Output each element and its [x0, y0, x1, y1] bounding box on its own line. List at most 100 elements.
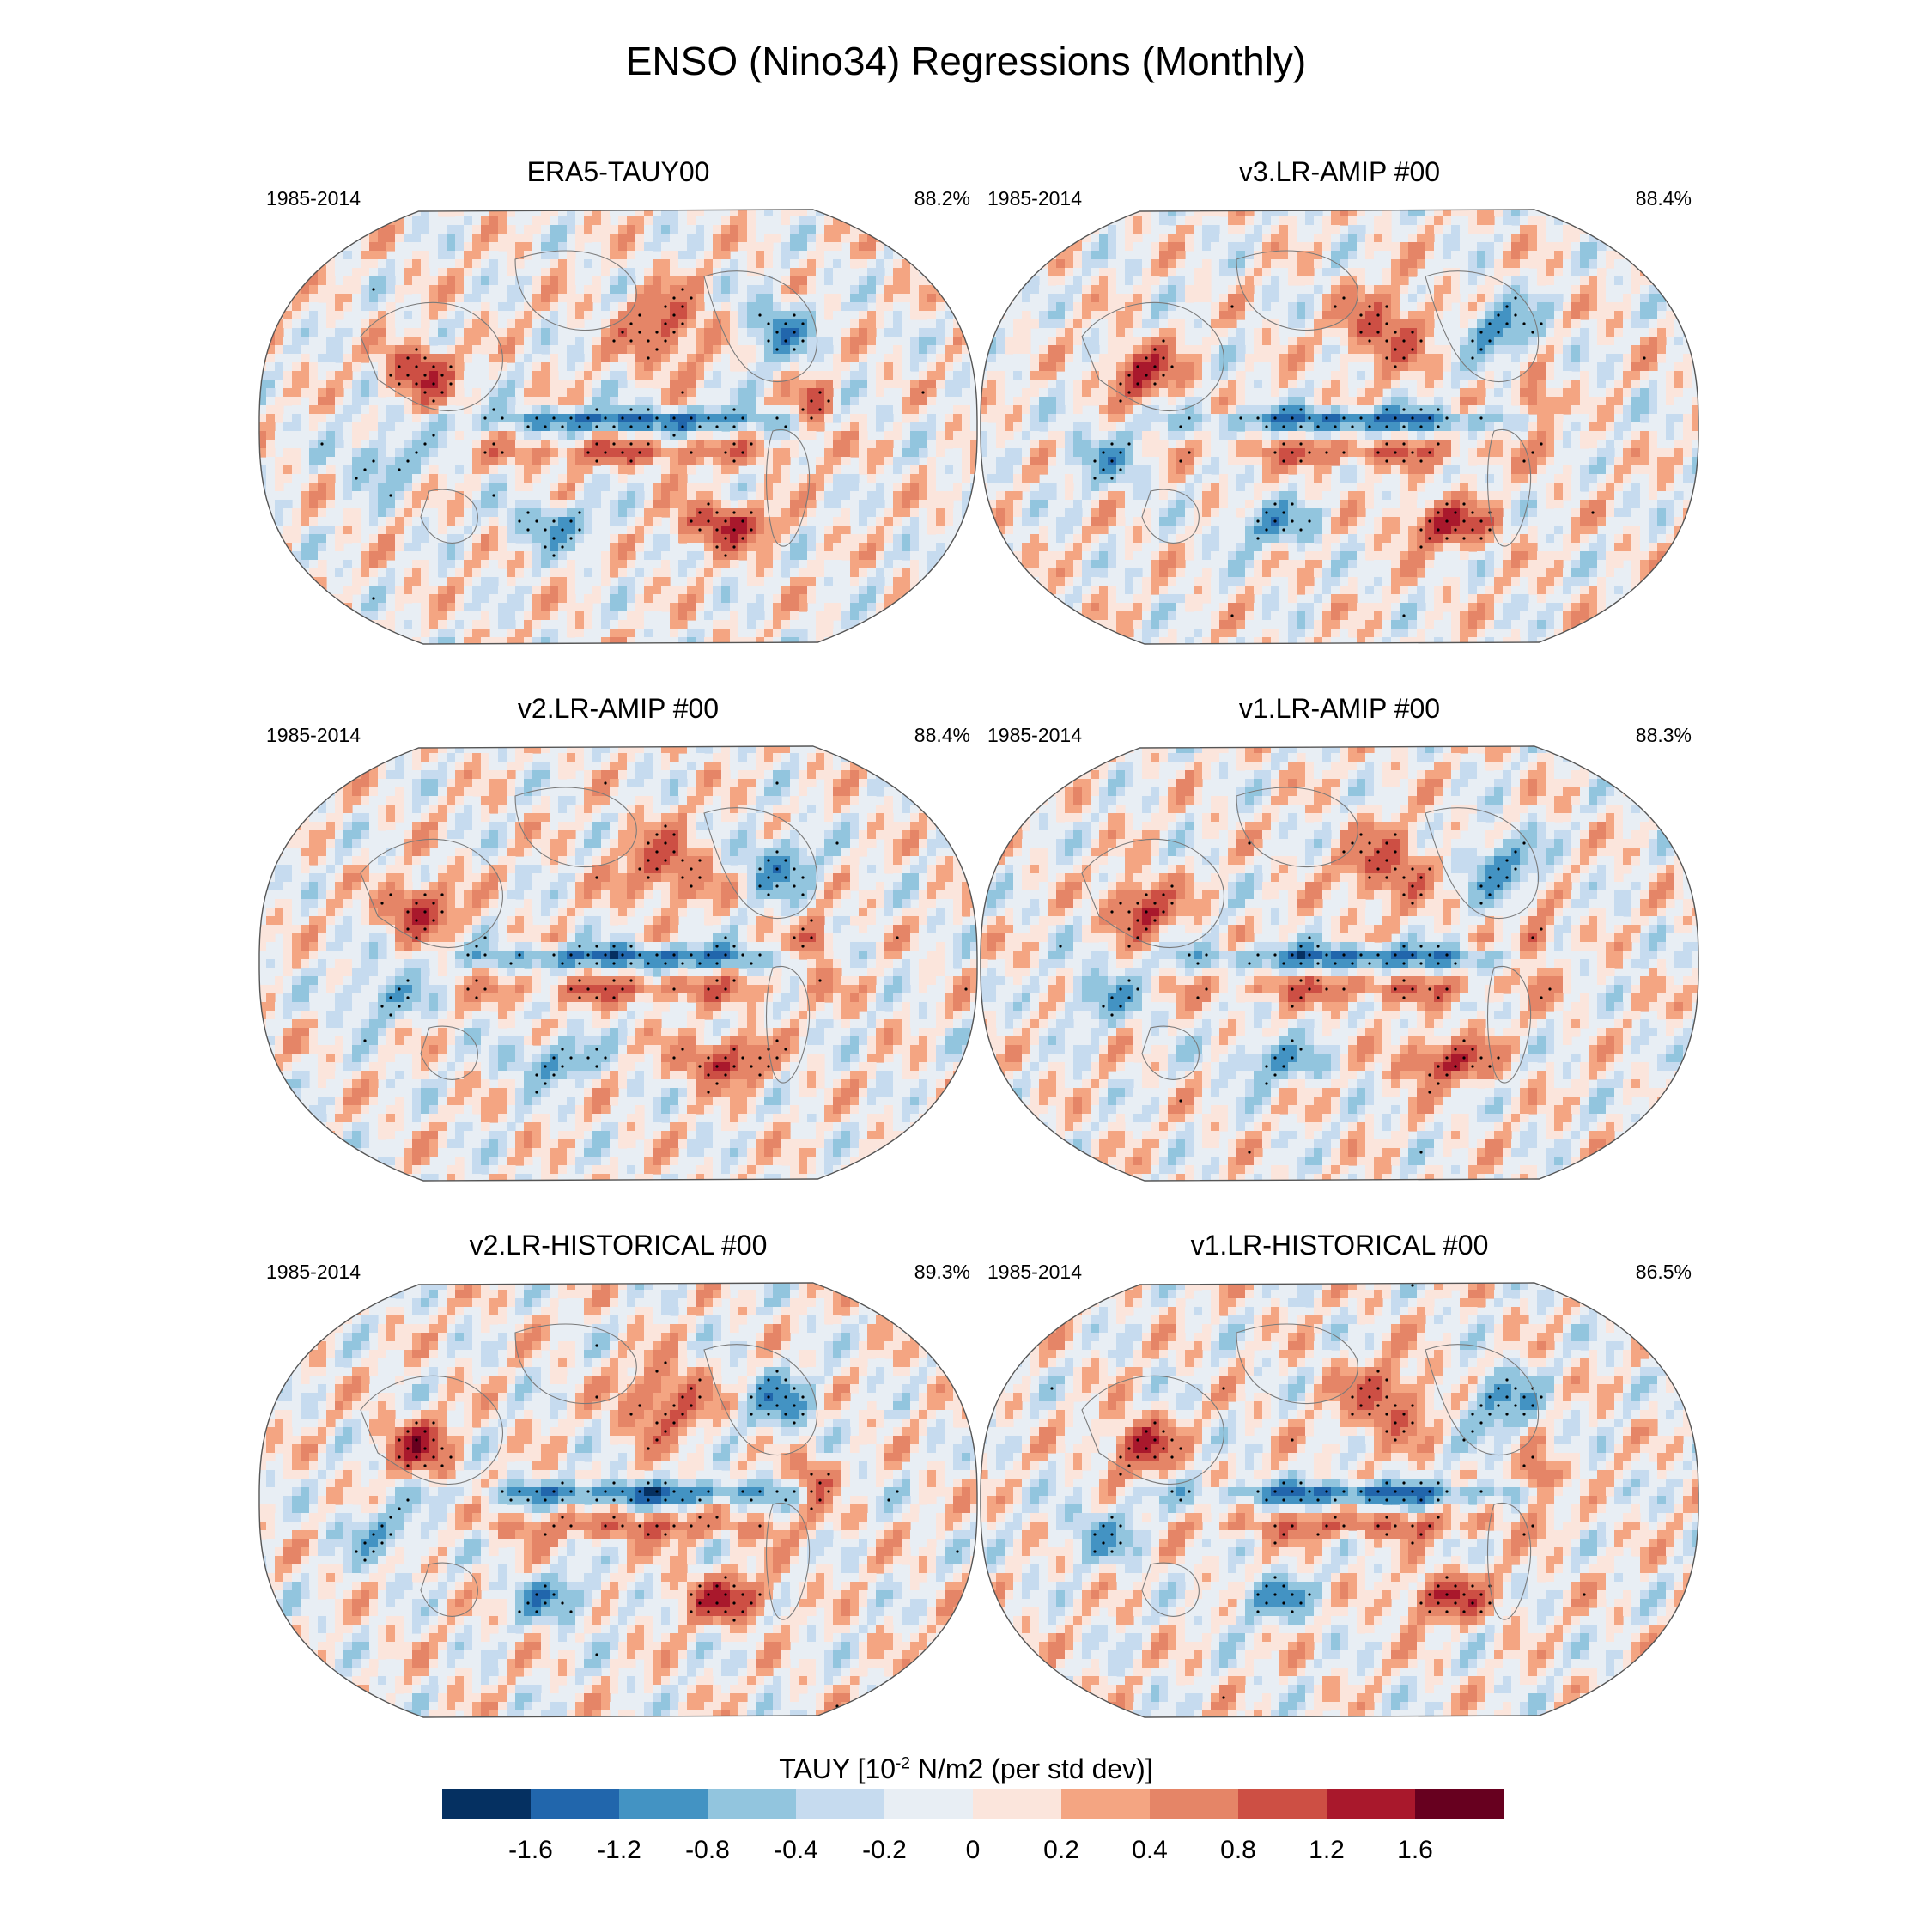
field-cell	[1073, 225, 1083, 234]
field-cell	[259, 259, 267, 269]
field-cell	[687, 405, 696, 415]
field-cell	[876, 251, 885, 260]
field-cell	[275, 603, 284, 612]
field-cell	[1013, 216, 1023, 226]
field-cell	[687, 586, 696, 595]
field-cell	[902, 577, 911, 586]
field-cell	[807, 371, 817, 380]
field-cell	[1271, 251, 1280, 260]
field-cell	[1614, 259, 1624, 269]
field-cell	[472, 448, 482, 458]
field-cell	[1623, 251, 1632, 260]
field-cell	[1451, 242, 1461, 252]
field-cell	[936, 448, 945, 458]
field-cell	[661, 577, 671, 586]
field-cell	[343, 422, 353, 432]
field-cell	[687, 551, 696, 561]
field-cell	[309, 611, 319, 621]
field-cell	[704, 216, 714, 226]
field-cell	[919, 354, 928, 363]
field-cell	[936, 268, 945, 277]
field-cell	[962, 362, 971, 372]
field-cell	[1185, 259, 1194, 269]
field-cell	[1365, 242, 1375, 252]
field-cell	[927, 586, 937, 595]
field-cell	[876, 483, 885, 492]
field-cell	[893, 234, 902, 243]
field-cell	[447, 603, 456, 612]
field-cell	[902, 603, 911, 612]
field-cell	[292, 354, 301, 363]
field-cell	[653, 431, 662, 440]
significance-dot	[526, 511, 530, 514]
field-cell	[764, 362, 774, 372]
field-cell	[1443, 251, 1452, 260]
field-cell	[1563, 268, 1572, 277]
field-cell	[507, 225, 516, 234]
field-cell	[670, 302, 679, 312]
field-cell	[730, 534, 739, 544]
field-cell	[1056, 276, 1066, 286]
field-cell	[567, 345, 576, 355]
field-cell	[859, 457, 868, 466]
field-cell	[361, 457, 370, 466]
field-cell	[326, 629, 336, 638]
field-cell	[412, 500, 422, 509]
field-cell	[962, 465, 971, 475]
field-cell	[970, 397, 977, 406]
field-cell	[489, 534, 499, 544]
field-cell	[1176, 242, 1186, 252]
field-cell	[541, 457, 550, 466]
field-cell	[369, 586, 379, 595]
field-cell	[309, 422, 319, 432]
field-cell	[687, 440, 696, 449]
field-cell	[910, 276, 920, 286]
significance-dot	[595, 459, 598, 463]
field-cell	[1305, 276, 1315, 286]
field-cell	[730, 637, 739, 644]
field-cell	[936, 500, 945, 509]
field-cell	[283, 603, 293, 612]
field-cell	[738, 474, 748, 483]
field-cell	[927, 465, 937, 475]
field-cell	[404, 526, 413, 535]
field-cell	[498, 225, 507, 234]
field-cell	[292, 276, 301, 286]
field-cell	[378, 431, 387, 440]
field-cell	[816, 526, 825, 535]
field-cell	[910, 362, 920, 372]
field-cell	[429, 508, 439, 518]
field-cell	[550, 560, 559, 569]
field-cell	[498, 560, 507, 569]
field-cell	[550, 611, 559, 621]
field-cell	[292, 225, 301, 234]
field-cell	[884, 508, 894, 518]
field-cell	[1503, 251, 1512, 260]
significance-dot	[690, 416, 693, 420]
field-cell	[429, 251, 439, 260]
field-cell	[833, 268, 842, 277]
field-cell	[696, 465, 705, 475]
field-cell	[876, 242, 885, 252]
field-cell	[1674, 210, 1684, 217]
field-cell	[1288, 268, 1297, 277]
field-cell	[541, 517, 550, 526]
field-cell	[361, 431, 370, 440]
field-cell	[601, 302, 611, 312]
field-cell	[309, 311, 319, 320]
field-cell	[259, 526, 267, 535]
field-cell	[301, 285, 310, 295]
field-cell	[1494, 242, 1504, 252]
field-cell	[283, 210, 293, 217]
field-cell	[902, 526, 911, 535]
field-cell	[1597, 216, 1607, 226]
significance-dot	[569, 416, 573, 420]
field-cell	[807, 534, 817, 544]
field-cell	[343, 491, 353, 501]
field-cell	[1408, 242, 1418, 252]
field-cell	[936, 294, 945, 303]
field-cell	[945, 577, 954, 586]
field-cell	[867, 259, 877, 269]
field-cell	[919, 500, 928, 509]
field-cell	[970, 380, 977, 389]
